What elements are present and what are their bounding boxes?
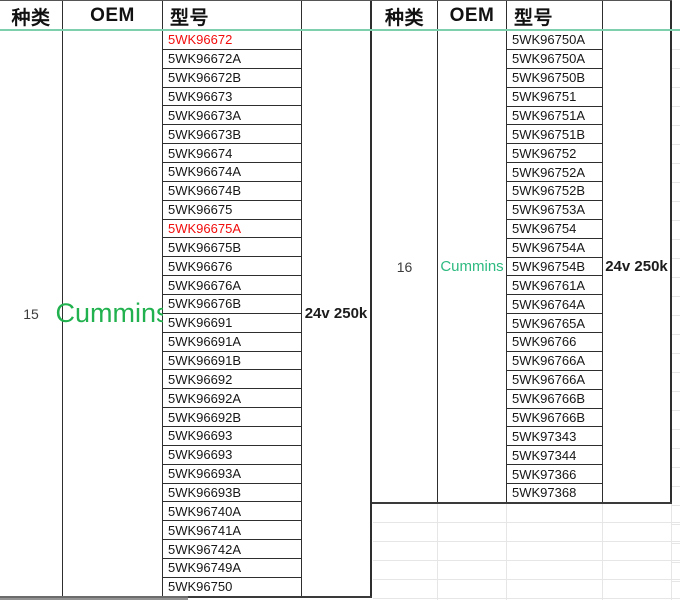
column-header-spec-empty bbox=[603, 1, 670, 31]
column-category-left: 种类 15 bbox=[0, 1, 63, 596]
model-cell[interactable]: 5WK96766A bbox=[507, 351, 602, 371]
model-cell[interactable]: 5WK96749A bbox=[163, 559, 301, 578]
model-cell[interactable]: 5WK96672B bbox=[163, 68, 301, 88]
column-header-category: 种类 bbox=[384, 7, 424, 29]
column-oem-right: OEM Cummins bbox=[438, 1, 507, 502]
model-cell[interactable]: 5WK96675A bbox=[163, 219, 301, 239]
model-cell[interactable]: 5WK96751B bbox=[507, 125, 602, 145]
model-cell[interactable]: 5WK96691 bbox=[163, 313, 301, 333]
model-cell[interactable]: 5WK96765A bbox=[507, 314, 602, 333]
model-cell[interactable]: 5WK97366 bbox=[507, 465, 602, 484]
model-cell[interactable]: 5WK96674B bbox=[163, 181, 301, 201]
model-cell[interactable]: 5WK96741A bbox=[163, 521, 301, 541]
parts-table-left: 种类 15 OEM Cummins 型号 5WK96672 5WK96672A 5W… bbox=[0, 0, 372, 598]
model-cell[interactable]: 5WK97368 bbox=[507, 484, 602, 502]
column-spec-left: 24v 250k bbox=[302, 1, 372, 596]
watermark-band bbox=[0, 596, 188, 600]
model-cell[interactable]: 5WK96764A bbox=[507, 295, 602, 315]
column-oem-left: OEM Cummins bbox=[56, 1, 170, 596]
model-cell[interactable]: 5WK96766A bbox=[507, 370, 602, 390]
model-cell[interactable]: 5WK96675 bbox=[163, 200, 301, 220]
model-cell[interactable]: 5WK96676B bbox=[163, 295, 301, 314]
column-header-spec-empty bbox=[302, 1, 370, 31]
model-list-left: 5WK96672 5WK96672A 5WK96672B 5WK96673 5WK966… bbox=[163, 31, 301, 596]
column-model-right: 型号 5WK96750A 5WK96750A 5WK96750B 5WK96751 5W… bbox=[507, 1, 603, 502]
model-cell[interactable]: 5WK96693 bbox=[163, 427, 301, 446]
spec-value-cell[interactable]: 24v 250k bbox=[304, 305, 368, 322]
model-cell[interactable]: 5WK96675B bbox=[163, 238, 301, 258]
model-cell[interactable]: 5WK96752A bbox=[507, 163, 602, 182]
model-cell[interactable]: 5WK96692A bbox=[163, 389, 301, 409]
model-cell[interactable]: 5WK96673B bbox=[163, 125, 301, 145]
column-header-category: 种类 bbox=[11, 7, 51, 29]
model-cell[interactable]: 5WK97344 bbox=[507, 446, 602, 466]
model-cell[interactable]: 5WK96751A bbox=[507, 106, 602, 126]
model-cell[interactable]: 5WK96693A bbox=[163, 464, 301, 484]
faint-gridline-vertical bbox=[437, 504, 438, 600]
model-cell[interactable]: 5WK96692B bbox=[163, 408, 301, 428]
model-cell[interactable]: 5WK96693 bbox=[163, 445, 301, 465]
faint-gridline-vertical bbox=[506, 504, 507, 600]
parts-table-right: 种类 16 OEM Cummins 型号 5WK96750A 5WK96750A 5… bbox=[372, 0, 672, 504]
model-cell[interactable]: 5WK96752B bbox=[507, 182, 602, 201]
model-cell[interactable]: 5WK96740A bbox=[163, 502, 301, 522]
model-cell[interactable]: 5WK96676 bbox=[163, 257, 301, 277]
faint-gridlines-below-table bbox=[373, 504, 680, 600]
model-cell[interactable]: 5WK96676A bbox=[163, 276, 301, 296]
model-cell[interactable]: 5WK96750A bbox=[507, 49, 602, 69]
model-list-right: 5WK96750A 5WK96750A 5WK96750B 5WK96751 5WK96… bbox=[507, 31, 602, 502]
model-cell[interactable]: 5WK96750 bbox=[163, 577, 301, 596]
model-cell[interactable]: 5WK96673A bbox=[163, 106, 301, 126]
model-cell[interactable]: 5WK96761A bbox=[507, 276, 602, 296]
model-cell[interactable]: 5WK96751 bbox=[507, 87, 602, 107]
oem-value-cell[interactable]: Cummins bbox=[440, 258, 504, 275]
model-cell[interactable]: 5WK96753A bbox=[507, 200, 602, 220]
model-cell[interactable]: 5WK96766B bbox=[507, 389, 602, 409]
model-cell[interactable]: 5WK96691A bbox=[163, 332, 301, 352]
faint-gridline-vertical bbox=[602, 504, 603, 600]
model-cell[interactable]: 5WK96691B bbox=[163, 351, 301, 371]
model-cell[interactable]: 5WK96672A bbox=[163, 49, 301, 69]
model-cell[interactable]: 5WK96766B bbox=[507, 408, 602, 428]
oem-value-cell[interactable]: Cummins bbox=[55, 298, 170, 328]
column-spec-right: 24v 250k bbox=[603, 1, 672, 502]
model-cell[interactable]: 5WK96750A bbox=[507, 31, 602, 50]
model-cell[interactable]: 5WK96754B bbox=[507, 257, 602, 277]
spec-value-cell[interactable]: 24v 250k bbox=[605, 258, 668, 275]
model-cell[interactable]: 5WK96766 bbox=[507, 333, 602, 352]
model-cell[interactable]: 5WK96754 bbox=[507, 219, 602, 239]
column-header-model: 型号 bbox=[514, 7, 554, 29]
model-cell[interactable]: 5WK97343 bbox=[507, 427, 602, 447]
model-cell[interactable]: 5WK96693B bbox=[163, 483, 301, 503]
column-header-oem: OEM bbox=[90, 5, 135, 26]
category-value-cell[interactable]: 16 bbox=[396, 258, 413, 275]
model-cell[interactable]: 5WK96674A bbox=[163, 163, 301, 182]
model-cell[interactable]: 5WK96752 bbox=[507, 144, 602, 164]
model-cell[interactable]: 5WK96742A bbox=[163, 540, 301, 560]
model-cell[interactable]: 5WK96692 bbox=[163, 370, 301, 390]
model-cell[interactable]: 5WK96674 bbox=[163, 144, 301, 164]
model-cell[interactable]: 5WK96673 bbox=[163, 87, 301, 107]
column-model-left: 型号 5WK96672 5WK96672A 5WK96672B 5WK96673 5WK… bbox=[163, 1, 302, 596]
faint-gridline-vertical bbox=[671, 504, 672, 600]
faint-gridlines-right-margin bbox=[672, 31, 680, 600]
model-cell[interactable]: 5WK96750B bbox=[507, 68, 602, 88]
category-value-cell[interactable]: 15 bbox=[23, 305, 39, 322]
model-cell[interactable]: 5WK96754A bbox=[507, 238, 602, 258]
column-header-oem: OEM bbox=[449, 5, 495, 26]
column-category-right: 种类 16 bbox=[372, 1, 438, 502]
column-header-model: 型号 bbox=[170, 7, 210, 29]
header-underline-accent bbox=[0, 29, 680, 31]
model-cell[interactable]: 5WK96672 bbox=[163, 31, 301, 50]
